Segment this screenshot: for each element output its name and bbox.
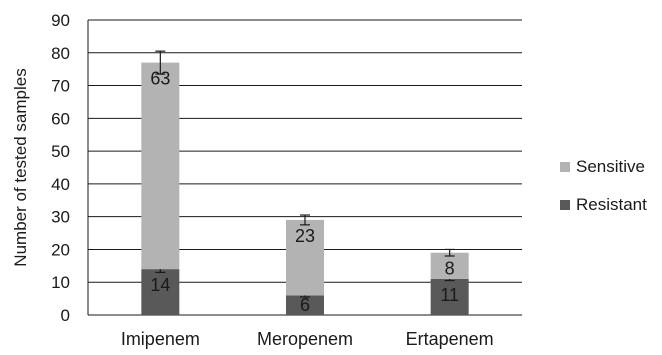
y-tick-label: 90 [51, 11, 70, 30]
data-label: 23 [295, 226, 315, 246]
y-axis-title: Number of tested samples [11, 68, 30, 266]
y-tick-label: 70 [51, 77, 70, 96]
legend-label-sensitive: Sensitive [576, 157, 645, 176]
data-label: 14 [150, 275, 170, 295]
data-label: 63 [150, 69, 170, 89]
legend-swatch-sensitive [560, 162, 570, 172]
legend-label-resistant: Resistant [576, 195, 647, 214]
data-label: 8 [445, 259, 455, 279]
legend-swatch-resistant [560, 200, 570, 210]
y-tick-label: 60 [51, 109, 70, 128]
data-label: 11 [440, 285, 459, 305]
y-tick-label: 20 [51, 240, 70, 259]
bar-resistant [141, 269, 180, 315]
bar-resistant [430, 278, 469, 315]
x-tick-label: Ertapenem [406, 329, 494, 349]
x-tick-label: Imipenem [121, 329, 200, 349]
y-tick-label: 80 [51, 44, 70, 63]
data-label: 6 [300, 295, 310, 315]
x-tick-label: Meropenem [257, 329, 353, 349]
bar-resistant [286, 295, 324, 315]
bar-sensitive [430, 252, 469, 279]
y-tick-label: 50 [51, 142, 70, 161]
y-tick-label: 40 [51, 175, 70, 194]
y-tick-label: 10 [51, 273, 70, 292]
y-tick-label: 0 [61, 306, 70, 325]
bar-sensitive [286, 219, 324, 296]
y-tick-label: 30 [51, 208, 70, 227]
bar-sensitive [141, 62, 180, 270]
